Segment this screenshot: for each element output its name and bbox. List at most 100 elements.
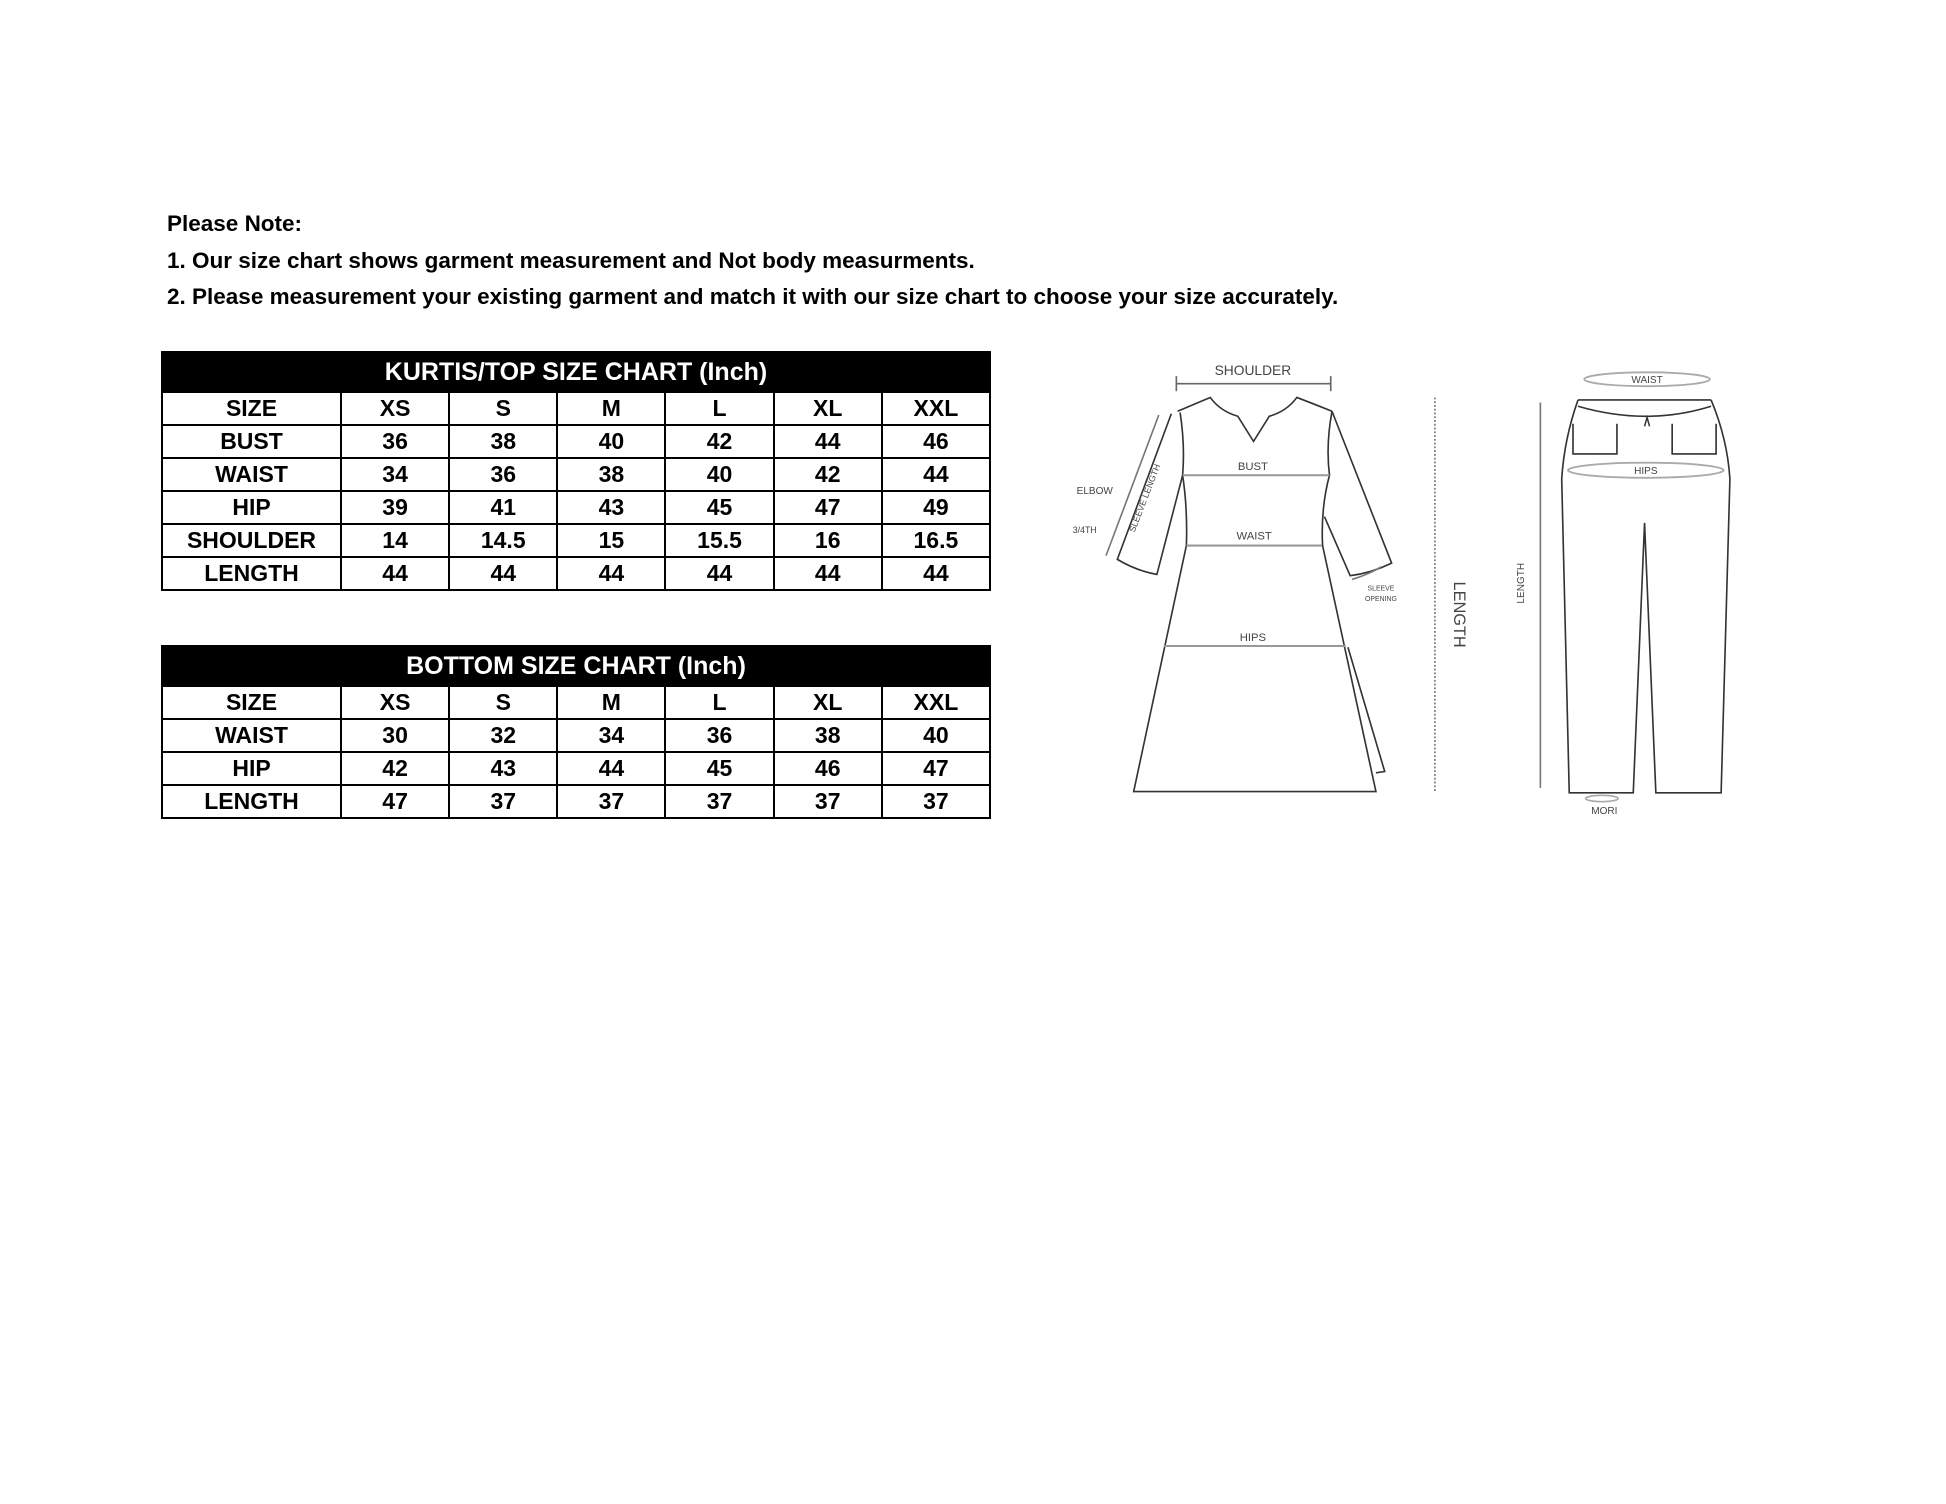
pants-labels: WAIST HIPS LENGTH MORI — [1516, 375, 1663, 817]
row-label-cell: HIP — [161, 490, 342, 525]
table-row: WAIST 34 36 38 40 42 44 — [161, 457, 992, 492]
value-cell: 40 — [880, 718, 992, 753]
table-header-row: SIZE XS S M L XL XXL — [161, 685, 992, 720]
row-label-cell: BUST — [161, 424, 342, 459]
header-cell: M — [556, 391, 667, 426]
label-bust: BUST — [1238, 461, 1268, 473]
value-cell: 37 — [664, 784, 775, 819]
value-cell: 44 — [880, 457, 992, 492]
bottom-chart-body: WAIST 30 32 34 36 38 40 HIP 42 43 44 45 46 47 LENGTH 47… — [161, 718, 992, 819]
value-cell: 14 — [339, 523, 451, 558]
measurement-diagram: SHOULDER BUST WAIST HIPS ELBOW 3/4TH SLE… — [1073, 363, 1731, 817]
label-pants-hips: HIPS — [1634, 466, 1658, 477]
pants-illustration — [1539, 371, 1731, 803]
table-row: WAIST 30 32 34 36 38 40 — [161, 718, 992, 753]
label-pants-length: LENGTH — [1516, 563, 1527, 604]
value-cell: 44 — [772, 556, 883, 591]
value-cell: 36 — [448, 457, 559, 492]
header-cell: XS — [339, 685, 451, 720]
bottom-size-chart: BOTTOM SIZE CHART (Inch) SIZE XS S M L X… — [161, 645, 992, 819]
value-cell: 44 — [556, 556, 667, 591]
row-label-cell: LENGTH — [161, 556, 342, 591]
header-cell: S — [448, 685, 559, 720]
table-header-row: SIZE XS S M L XL XXL — [161, 391, 992, 426]
table-title: BOTTOM SIZE CHART (Inch) — [161, 645, 991, 687]
label-sleeve-opening-2: OPENING — [1365, 596, 1397, 603]
value-cell: 47 — [880, 751, 992, 786]
note-line-1: 1. Our size chart shows garment measurem… — [167, 248, 975, 273]
header-cell: L — [664, 685, 775, 720]
value-cell: 44 — [556, 751, 667, 786]
value-cell: 49 — [880, 490, 992, 525]
header-cell: XS — [339, 391, 451, 426]
kurta-illustration — [1105, 376, 1436, 793]
value-cell: 32 — [448, 718, 559, 753]
table-row: HIP 42 43 44 45 46 47 — [161, 751, 992, 786]
header-cell: XL — [772, 685, 883, 720]
table-row: LENGTH 47 37 37 37 37 37 — [161, 784, 992, 819]
label-hips: HIPS — [1240, 632, 1266, 644]
kurta-labels: SHOULDER BUST WAIST HIPS ELBOW 3/4TH SLE… — [1073, 363, 1468, 648]
label-pants-waist: WAIST — [1631, 375, 1662, 386]
note-line-2: 2. Please measurement your existing garm… — [167, 284, 1339, 309]
label-three-fourth: 3/4TH — [1073, 525, 1097, 535]
header-cell: XL — [772, 391, 883, 426]
kurtis-top-size-chart: KURTIS/TOP SIZE CHART (Inch) SIZE XS S M… — [161, 351, 992, 591]
value-cell: 36 — [664, 718, 775, 753]
label-length: LENGTH — [1450, 582, 1468, 648]
value-cell: 37 — [772, 784, 883, 819]
value-cell: 45 — [664, 751, 775, 786]
value-cell: 37 — [880, 784, 992, 819]
value-cell: 44 — [880, 556, 992, 591]
value-cell: 47 — [339, 784, 451, 819]
value-cell: 15.5 — [664, 523, 775, 558]
header-cell: L — [664, 391, 775, 426]
value-cell: 42 — [664, 424, 775, 459]
row-label-cell: LENGTH — [161, 784, 342, 819]
table-row: BUST 36 38 40 42 44 46 — [161, 424, 992, 459]
header-cell: XXL — [880, 685, 992, 720]
top-chart-body: BUST 36 38 40 42 44 46 WAIST 34 36 38 40 42 44 HIP 39 41… — [161, 424, 992, 591]
row-label-cell: HIP — [161, 751, 342, 786]
value-cell: 44 — [772, 424, 883, 459]
row-label-cell: WAIST — [161, 718, 342, 753]
row-label-cell: WAIST — [161, 457, 342, 492]
table-row: SHOULDER 14 14.5 15 15.5 16 16.5 — [161, 523, 992, 558]
value-cell: 40 — [664, 457, 775, 492]
value-cell: 39 — [339, 490, 451, 525]
value-cell: 16.5 — [880, 523, 992, 558]
row-label-cell: SHOULDER — [161, 523, 342, 558]
value-cell: 44 — [448, 556, 559, 591]
value-cell: 14.5 — [448, 523, 559, 558]
value-cell: 42 — [772, 457, 883, 492]
header-cell: SIZE — [161, 391, 342, 426]
value-cell: 47 — [772, 490, 883, 525]
value-cell: 44 — [664, 556, 775, 591]
value-cell: 34 — [339, 457, 451, 492]
value-cell: 30 — [339, 718, 451, 753]
value-cell: 37 — [556, 784, 667, 819]
label-waist: WAIST — [1237, 530, 1272, 542]
label-mori: MORI — [1591, 806, 1617, 817]
value-cell: 36 — [339, 424, 451, 459]
label-elbow: ELBOW — [1077, 486, 1114, 497]
value-cell: 15 — [556, 523, 667, 558]
table-row: LENGTH 44 44 44 44 44 44 — [161, 556, 992, 591]
value-cell: 44 — [339, 556, 451, 591]
note-heading: Please Note: — [167, 211, 303, 236]
value-cell: 41 — [448, 490, 559, 525]
value-cell: 38 — [556, 457, 667, 492]
label-shoulder: SHOULDER — [1215, 363, 1292, 378]
value-cell: 46 — [880, 424, 992, 459]
table-row: HIP 39 41 43 45 47 49 — [161, 490, 992, 525]
value-cell: 38 — [448, 424, 559, 459]
header-cell: M — [556, 685, 667, 720]
value-cell: 43 — [556, 490, 667, 525]
header-cell: SIZE — [161, 685, 342, 720]
value-cell: 45 — [664, 490, 775, 525]
header-cell: XXL — [880, 391, 992, 426]
value-cell: 34 — [556, 718, 667, 753]
label-sleeve-length: SLEEVE LENGTH — [1127, 463, 1162, 534]
value-cell: 16 — [772, 523, 883, 558]
value-cell: 37 — [448, 784, 559, 819]
